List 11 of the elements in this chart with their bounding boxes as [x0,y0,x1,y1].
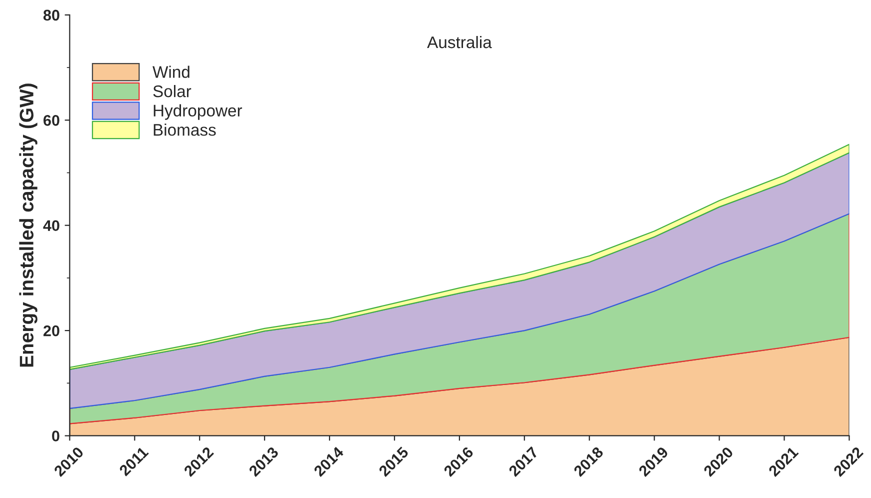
y-tick-label: 80 [43,10,60,21]
legend-label: Hydropower [154,104,242,120]
y-tick-label: 40 [43,220,60,232]
y-tick-label: 60 [44,115,60,126]
text: Australia [427,36,492,48]
y-tick-label: 0 [52,430,60,442]
legend-label: Solar [153,84,192,98]
y-axis-title: Energy installed capacity (GW) [19,84,38,367]
y-tick-label: 20 [43,325,60,336]
legend-label: Biomass [154,124,216,136]
legend-label: Wind [152,66,190,78]
